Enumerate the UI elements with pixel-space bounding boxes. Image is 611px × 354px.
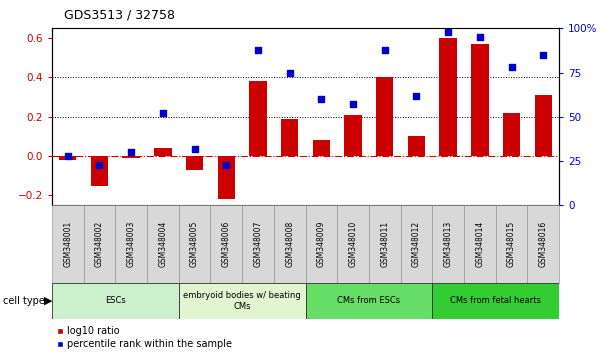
- Point: [507, 64, 516, 70]
- Text: GSM348004: GSM348004: [158, 221, 167, 268]
- Bar: [306, 283, 433, 319]
- Point: [348, 102, 358, 107]
- Bar: [503, 113, 520, 156]
- Bar: [186, 156, 203, 170]
- Bar: [439, 38, 457, 156]
- Bar: [496, 205, 527, 283]
- Bar: [433, 205, 464, 283]
- Bar: [218, 156, 235, 199]
- Bar: [179, 205, 210, 283]
- Bar: [464, 205, 496, 283]
- Bar: [313, 141, 330, 156]
- Text: GSM348016: GSM348016: [539, 221, 547, 267]
- Bar: [401, 205, 433, 283]
- Point: [126, 149, 136, 155]
- Text: GSM348011: GSM348011: [380, 221, 389, 267]
- Text: GSM348009: GSM348009: [317, 221, 326, 268]
- Bar: [59, 156, 76, 160]
- Point: [316, 96, 326, 102]
- Bar: [274, 205, 306, 283]
- Bar: [527, 205, 559, 283]
- Text: ESCs: ESCs: [105, 296, 126, 306]
- Text: GSM348008: GSM348008: [285, 221, 294, 267]
- Text: ▶: ▶: [44, 296, 53, 306]
- Text: GSM348015: GSM348015: [507, 221, 516, 267]
- Bar: [337, 205, 369, 283]
- Bar: [281, 119, 298, 156]
- Text: GSM348007: GSM348007: [254, 221, 263, 268]
- Text: CMs from fetal hearts: CMs from fetal hearts: [450, 296, 541, 306]
- Point: [221, 162, 231, 167]
- Bar: [210, 205, 242, 283]
- Point: [253, 47, 263, 52]
- Legend: log10 ratio, percentile rank within the sample: log10 ratio, percentile rank within the …: [57, 326, 233, 349]
- Bar: [179, 283, 306, 319]
- Bar: [52, 283, 179, 319]
- Bar: [154, 148, 172, 156]
- Bar: [147, 205, 179, 283]
- Text: GSM348014: GSM348014: [475, 221, 485, 267]
- Point: [285, 70, 295, 75]
- Text: cell type: cell type: [3, 296, 45, 306]
- Bar: [345, 115, 362, 156]
- Point: [189, 146, 199, 152]
- Bar: [84, 205, 115, 283]
- Text: GSM348013: GSM348013: [444, 221, 453, 267]
- Text: GSM348003: GSM348003: [126, 221, 136, 268]
- Bar: [52, 205, 84, 283]
- Bar: [369, 205, 401, 283]
- Text: GSM348012: GSM348012: [412, 221, 421, 267]
- Point: [443, 29, 453, 35]
- Point: [158, 110, 168, 116]
- Point: [95, 162, 104, 167]
- Point: [380, 47, 390, 52]
- Text: GSM348010: GSM348010: [348, 221, 357, 267]
- Point: [475, 34, 485, 40]
- Point: [63, 153, 73, 159]
- Bar: [376, 78, 393, 156]
- Bar: [535, 95, 552, 156]
- Text: GSM348001: GSM348001: [64, 221, 72, 267]
- Text: CMs from ESCs: CMs from ESCs: [337, 296, 400, 306]
- Text: embryoid bodies w/ beating
CMs: embryoid bodies w/ beating CMs: [183, 291, 301, 310]
- Bar: [242, 205, 274, 283]
- Bar: [115, 205, 147, 283]
- Point: [412, 93, 422, 98]
- Text: GSM348006: GSM348006: [222, 221, 231, 268]
- Bar: [306, 205, 337, 283]
- Point: [538, 52, 548, 58]
- Text: GSM348002: GSM348002: [95, 221, 104, 267]
- Bar: [122, 156, 140, 158]
- Bar: [471, 44, 489, 156]
- Bar: [91, 156, 108, 185]
- Bar: [249, 81, 266, 156]
- Text: GSM348005: GSM348005: [190, 221, 199, 268]
- Text: GDS3513 / 32758: GDS3513 / 32758: [64, 8, 175, 21]
- Bar: [433, 283, 559, 319]
- Bar: [408, 137, 425, 156]
